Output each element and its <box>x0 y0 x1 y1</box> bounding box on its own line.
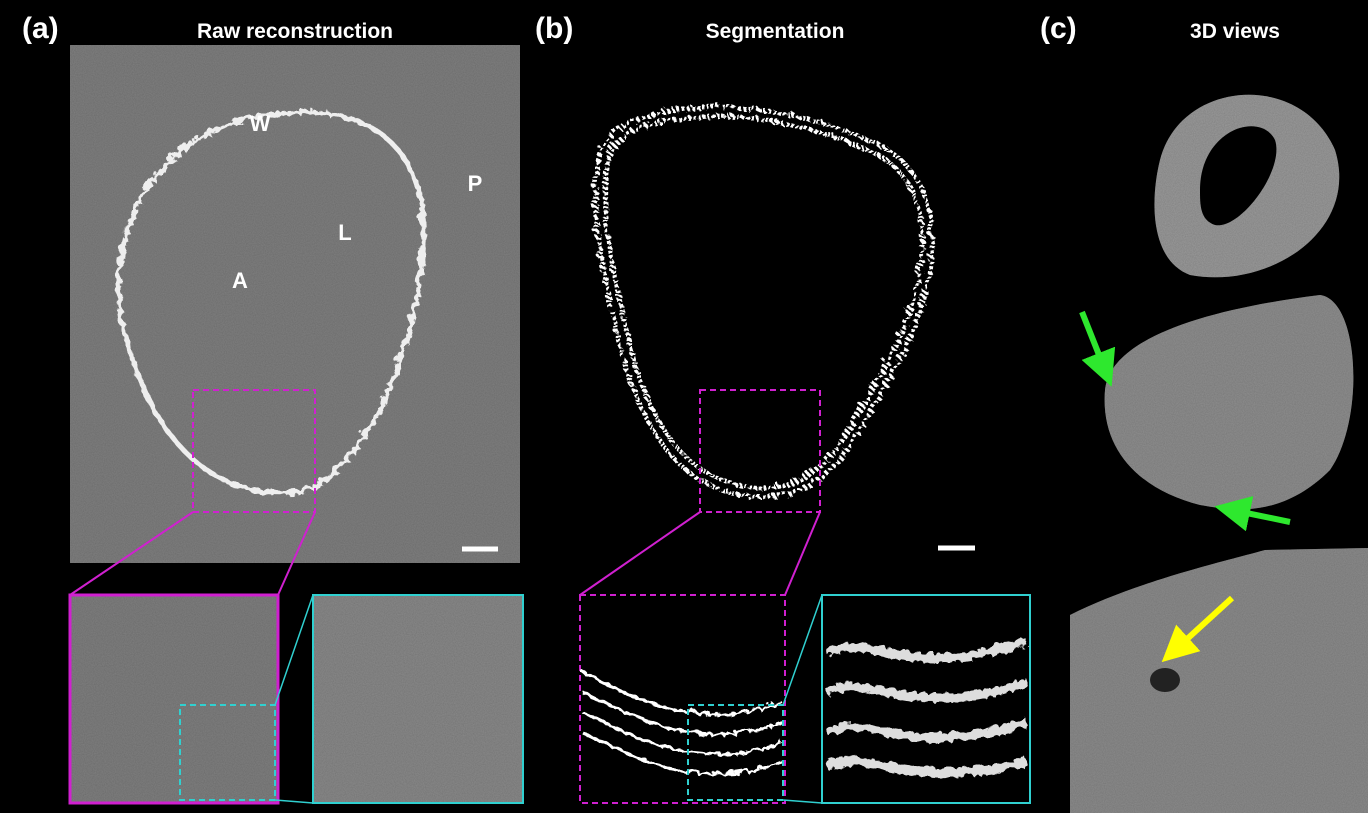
render-hole <box>1150 668 1180 692</box>
panel-label: (a) <box>22 12 59 45</box>
raw-image <box>70 45 520 563</box>
panel-title: Segmentation <box>706 20 845 43</box>
annotation: W <box>250 111 271 136</box>
annotation: P <box>468 171 483 196</box>
zoom-image <box>313 595 523 803</box>
panel-title: 3D views <box>1190 20 1280 43</box>
panel-label: (b) <box>535 12 573 45</box>
annotation: A <box>232 268 248 293</box>
panel-label: (c) <box>1040 12 1077 45</box>
figure: W L A P (a) Raw reconstruction (b) Segme… <box>0 0 1368 813</box>
zoom-image <box>70 595 278 803</box>
panel-title: Raw reconstruction <box>197 20 393 43</box>
panel-a: W L A P (a) Raw reconstruction <box>22 12 523 803</box>
annotation: L <box>338 220 351 245</box>
